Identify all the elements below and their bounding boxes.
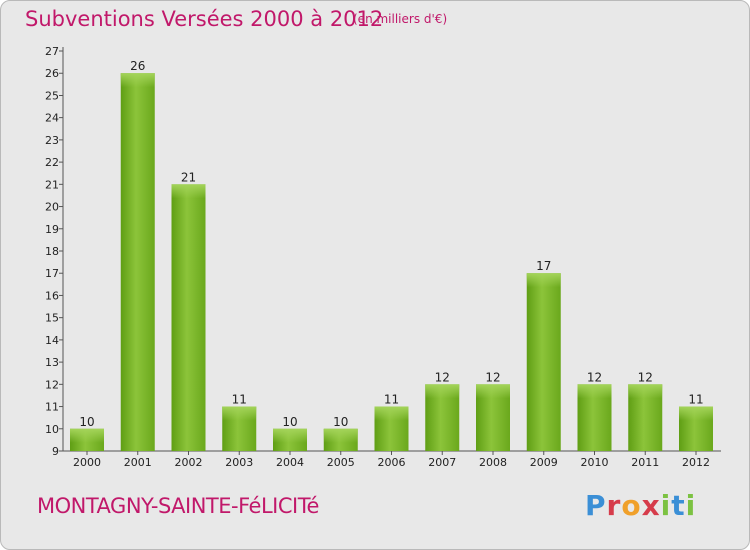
bar-highlight xyxy=(323,428,358,443)
x-tick-label: 2003 xyxy=(225,456,253,469)
bar-highlight xyxy=(171,184,206,199)
data-label: 11 xyxy=(384,393,399,407)
data-label: 12 xyxy=(638,370,653,384)
data-label: 10 xyxy=(282,415,297,429)
y-tick-label: 19 xyxy=(45,223,59,236)
y-tick-label: 21 xyxy=(45,178,59,191)
y-tick-label: 11 xyxy=(45,401,59,414)
data-label: 26 xyxy=(130,59,145,73)
bars xyxy=(70,73,713,452)
bar-highlight xyxy=(679,406,713,421)
bar-highlight xyxy=(374,406,409,421)
y-tick-label: 15 xyxy=(45,312,59,325)
bar-highlight xyxy=(577,384,612,399)
y-tick-label: 24 xyxy=(45,112,59,125)
y-tick-label: 9 xyxy=(52,445,59,458)
data-label: 12 xyxy=(435,370,450,384)
chart-title: Subventions Versées 2000 à 2012 xyxy=(25,7,384,31)
bar-highlight xyxy=(222,406,257,421)
x-tick-label: 2005 xyxy=(327,456,355,469)
bar-highlight xyxy=(476,384,510,399)
y-tick-label: 26 xyxy=(45,67,59,80)
bar xyxy=(171,184,206,452)
y-tick-label: 13 xyxy=(45,356,59,369)
y-tick-label: 25 xyxy=(45,89,59,102)
data-label: 11 xyxy=(688,393,703,407)
commune-name: MONTAGNY-SAINTE-FéLICITé xyxy=(37,494,319,518)
y-tick-label: 27 xyxy=(45,45,59,58)
y-tick-label: 22 xyxy=(45,156,59,169)
y-tick-label: 12 xyxy=(45,378,59,391)
y-tick-label: 14 xyxy=(45,334,59,347)
y-tick-label: 18 xyxy=(45,245,59,258)
bar-highlight xyxy=(628,384,663,399)
x-tick-label: 2000 xyxy=(73,456,101,469)
bar-highlight xyxy=(526,273,561,288)
bar xyxy=(526,273,561,451)
bar-highlight xyxy=(273,428,307,443)
bar-highlight xyxy=(70,428,104,443)
data-label: 11 xyxy=(232,393,247,407)
data-label: 17 xyxy=(536,259,551,273)
data-label: 21 xyxy=(181,170,196,184)
y-tick-label: 23 xyxy=(45,134,59,147)
data-label: 10 xyxy=(79,415,94,429)
x-tick-label: 2006 xyxy=(378,456,406,469)
x-tick-label: 2010 xyxy=(581,456,609,469)
x-tick-label: 2007 xyxy=(428,456,456,469)
data-labels: 10 26 21 11 10 10 11 12 12 17 12 12 11 xyxy=(79,59,703,429)
x-tick-label: 2011 xyxy=(631,456,659,469)
data-label: 12 xyxy=(587,370,602,384)
proxiti-logo: Proxiti xyxy=(585,489,697,522)
bar xyxy=(120,73,155,451)
y-tick-label: 16 xyxy=(45,289,59,302)
chart-unit: (en milliers d'€) xyxy=(353,12,448,26)
x-tick-label: 2002 xyxy=(175,456,203,469)
y-tick-label: 20 xyxy=(45,201,59,214)
bar-highlight xyxy=(425,384,460,399)
x-tick-label: 2004 xyxy=(276,456,304,469)
y-tick-label: 10 xyxy=(45,423,59,436)
axes: 9 10 11 12 13 14 15 16 17 18 19 20 21 22 23 24 25 26 27 200… xyxy=(45,45,721,469)
y-tick-label: 17 xyxy=(45,267,59,280)
x-tick-label: 2012 xyxy=(682,456,710,469)
data-label: 12 xyxy=(485,370,500,384)
data-label: 10 xyxy=(333,415,348,429)
x-tick-label: 2008 xyxy=(479,456,507,469)
x-tick-label: 2001 xyxy=(124,456,152,469)
bar-highlight xyxy=(120,73,155,88)
x-tick-label: 2009 xyxy=(530,456,558,469)
